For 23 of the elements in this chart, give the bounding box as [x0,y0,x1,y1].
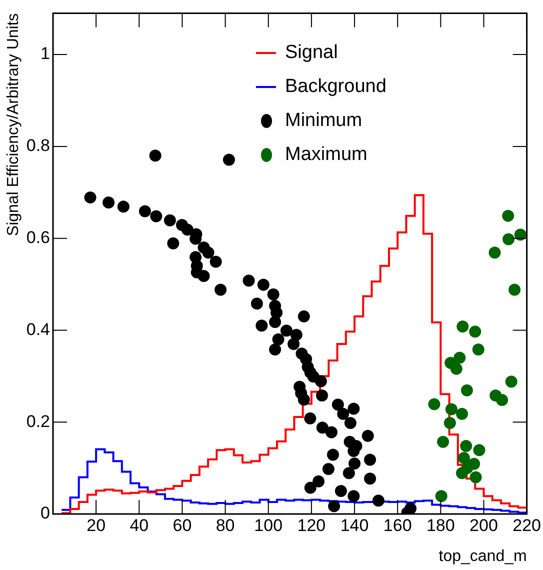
y-tick-label: 0.6 [26,228,50,248]
x-tick-label: 200 [470,516,498,535]
y-tick-label: 0.8 [26,136,50,156]
y-tick-label: 0.4 [26,320,50,339]
y-axis-title: Signal Efficiency/Arbitrary Units [5,13,22,236]
x-tick-label: 120 [297,516,326,535]
x-tick-label: 140 [340,516,369,535]
legend-label: Signal [285,42,338,64]
legend-label: Background [285,76,386,98]
x-tick-label: 80 [216,516,235,535]
y-tick-label: 1 [40,44,50,64]
x-axis-title: top_cand_m [438,548,527,565]
x-tick-label: 180 [426,516,455,535]
x-tick-label: 20 [86,516,106,535]
y-tick-label: 0 [40,504,50,523]
x-tick-label: 160 [383,516,412,535]
x-tick-label: 220 [512,516,542,535]
x-tick-label: 60 [172,516,192,535]
x-tick-label: 40 [130,516,149,535]
legend-label: Maximum [285,144,368,166]
x-tick-label: 100 [254,516,283,535]
y-tick-label: 0.2 [26,412,50,431]
legend-label: Minimum [285,110,362,132]
